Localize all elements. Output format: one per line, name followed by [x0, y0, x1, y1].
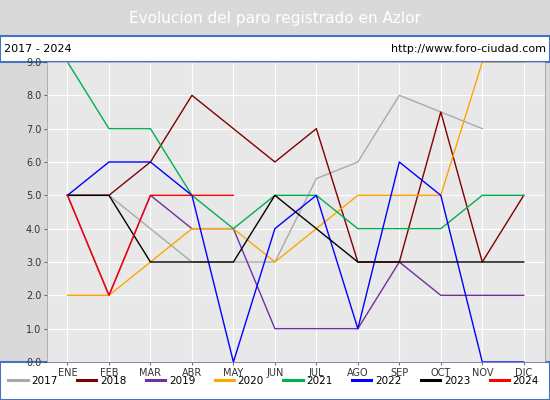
Text: 2021: 2021	[306, 376, 333, 386]
Text: 2024: 2024	[513, 376, 539, 386]
Text: Evolucion del paro registrado en Azlor: Evolucion del paro registrado en Azlor	[129, 10, 421, 26]
Text: 2023: 2023	[444, 376, 470, 386]
Text: 2018: 2018	[100, 376, 126, 386]
Text: http://www.foro-ciudad.com: http://www.foro-ciudad.com	[390, 44, 546, 54]
Text: 2017: 2017	[31, 376, 58, 386]
Text: 2019: 2019	[169, 376, 195, 386]
Text: 2017 - 2024: 2017 - 2024	[4, 44, 72, 54]
Text: 2022: 2022	[375, 376, 402, 386]
Text: 2020: 2020	[238, 376, 264, 386]
